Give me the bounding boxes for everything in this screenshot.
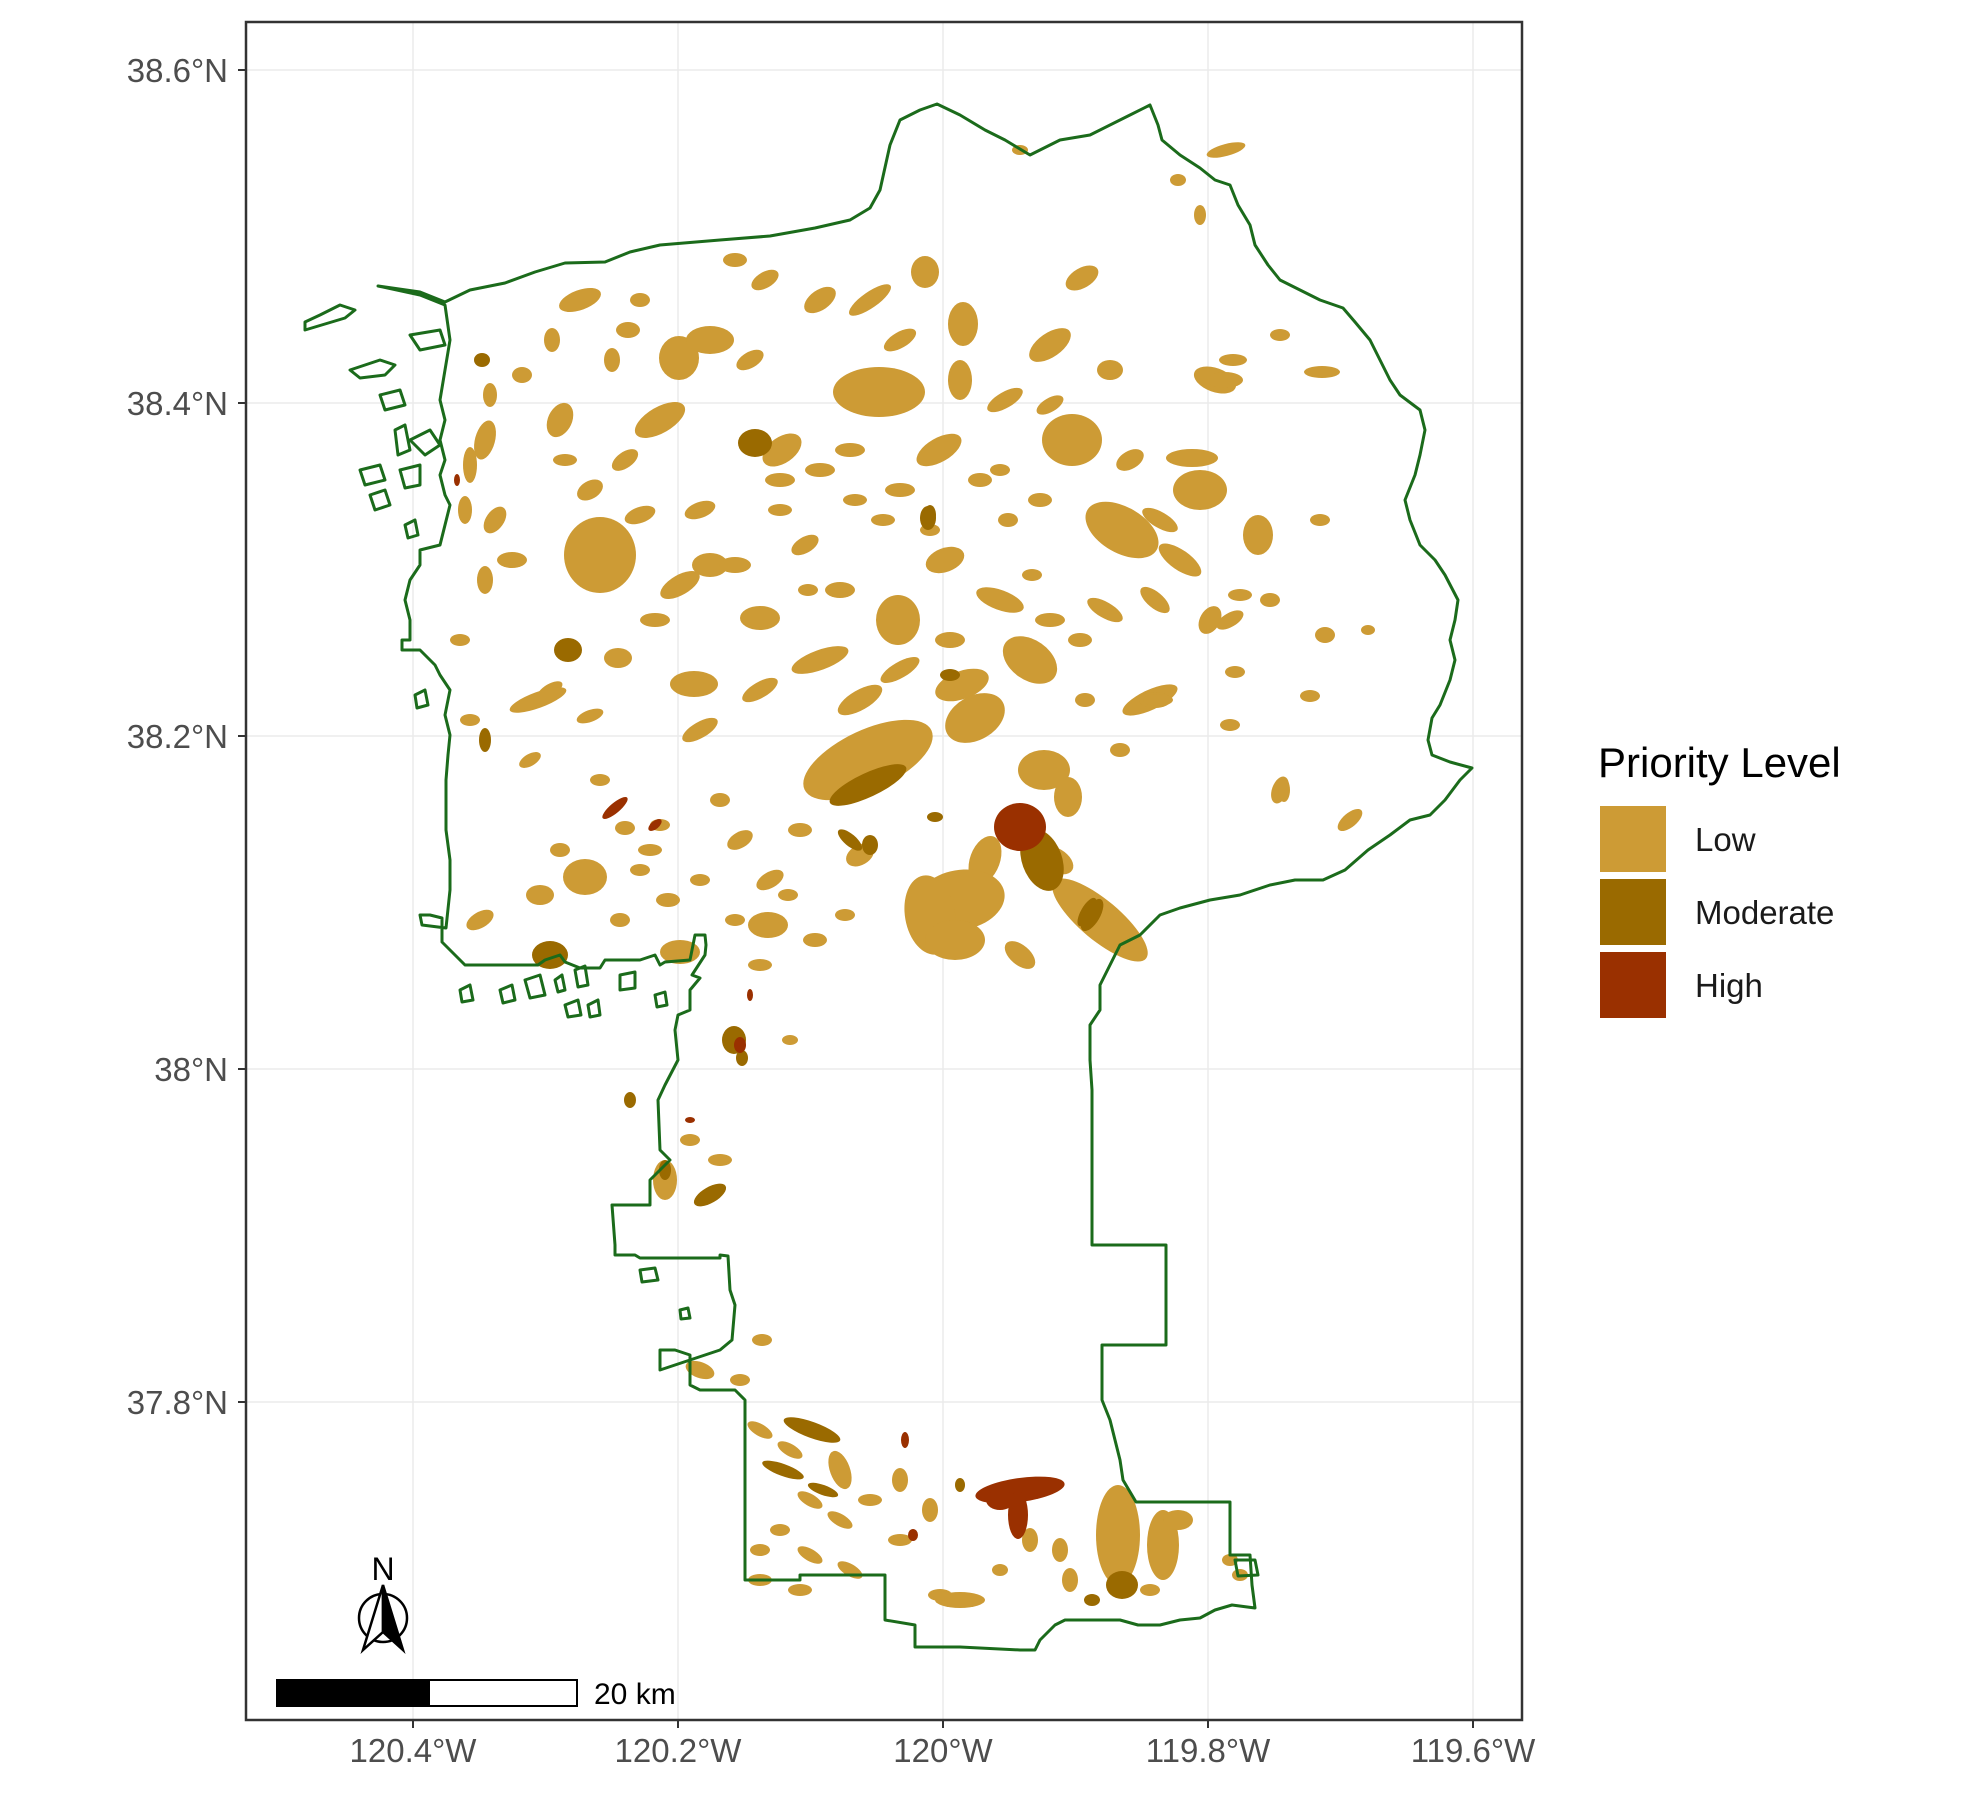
legend: Priority Level Low Moderate High [1598,739,1841,1018]
y-axis [238,69,246,1403]
study-area-boundary [303,102,1474,1652]
x-tick-label: 120.4°W [350,1732,478,1769]
legend-swatch-high [1600,952,1666,1018]
high-priority-areas [454,474,1065,1541]
legend-swatch-moderate [1600,879,1666,945]
legend-label-moderate: Moderate [1695,894,1834,931]
y-tick-label: 38.2°N [127,718,228,755]
north-arrow-icon: N [357,1551,409,1654]
y-tick-label: 38.6°N [127,52,228,89]
y-tick-label: 37.8°N [127,1384,228,1421]
legend-swatch-low [1600,806,1666,872]
x-tick-label: 119.8°W [1146,1732,1271,1769]
north-arrow-label: N [371,1551,394,1587]
scale-bar-label: 20 km [594,1678,676,1711]
x-tick-label: 120°W [893,1732,993,1769]
legend-label-high: High [1695,967,1763,1004]
scale-bar [276,1679,578,1707]
legend-label-low: Low [1695,821,1756,858]
x-tick-label: 120.2°W [615,1732,743,1769]
grid-lines [246,22,1522,1720]
panel-border [244,20,1524,1722]
y-tick-label: 38°N [154,1051,228,1088]
low-priority-areas [450,142,1375,1608]
legend-title: Priority Level [1598,739,1841,786]
y-tick-label: 38.4°N [127,385,228,422]
x-tick-label: 119.6°W [1411,1732,1536,1769]
x-axis [412,1720,1474,1728]
